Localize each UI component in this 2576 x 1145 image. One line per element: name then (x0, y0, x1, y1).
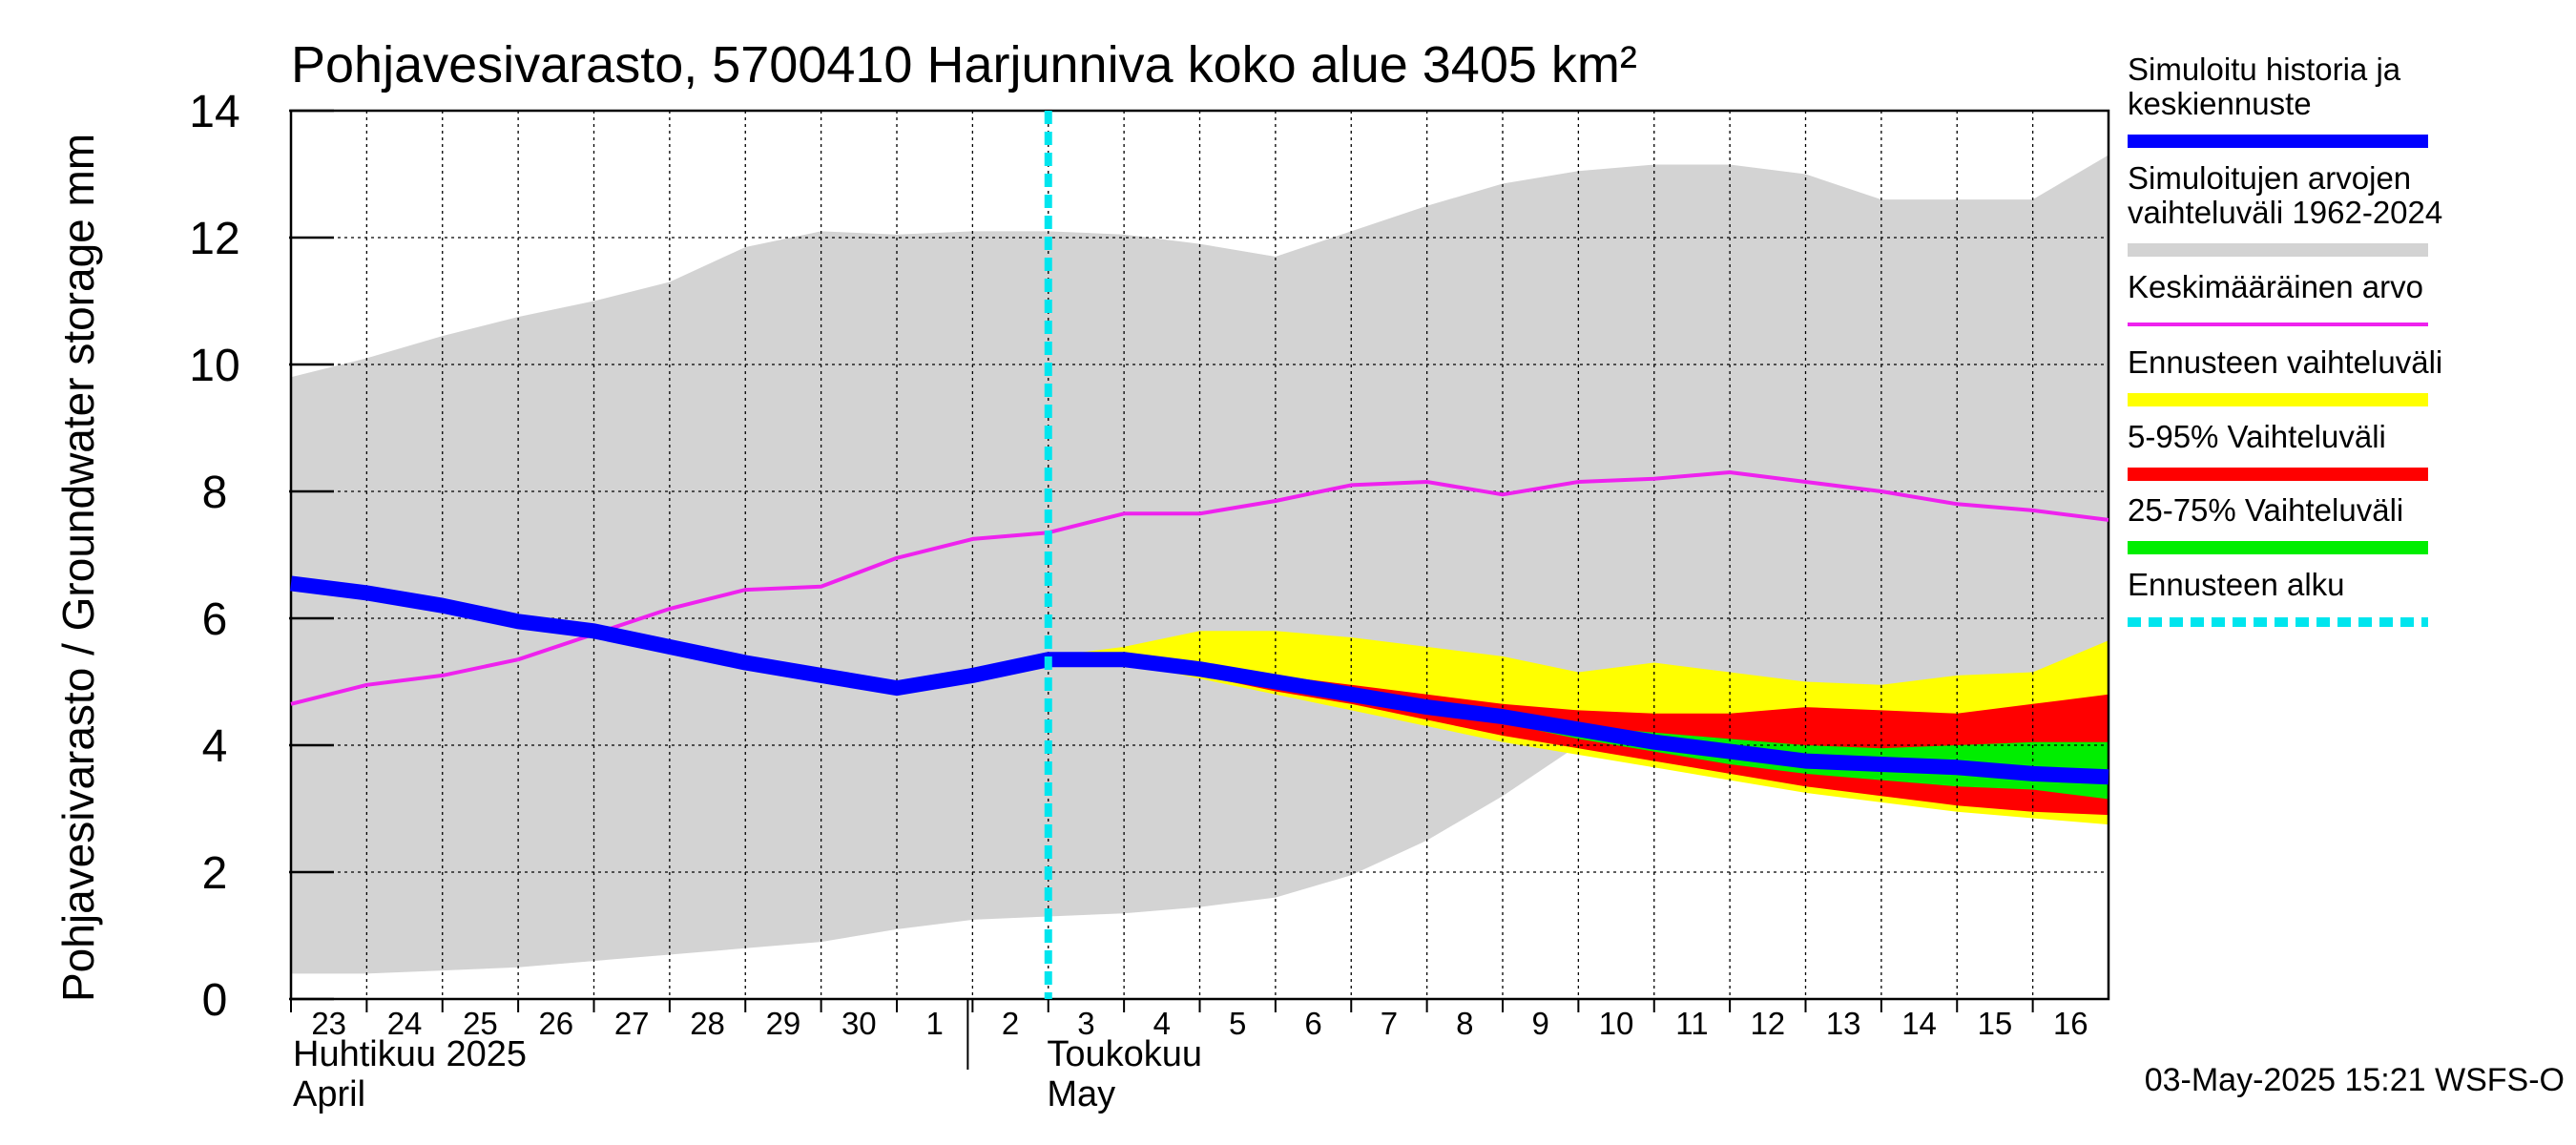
x-tick-label: 29 (766, 1006, 801, 1041)
legend-label-forecast-start: Ennusteen alku (2128, 567, 2345, 602)
x-tick-label: 1 (926, 1006, 944, 1041)
legend-label-simulated: Simuloitu historia ja (2128, 52, 2401, 87)
x-tick-label: 28 (690, 1006, 725, 1041)
x-tick-label: 26 (538, 1006, 573, 1041)
y-tick-label: 2 (202, 848, 228, 899)
month-label: Toukokuu (1047, 1034, 1202, 1074)
y-tick-label: 4 (202, 721, 228, 772)
x-tick-label: 4 (1153, 1006, 1171, 1041)
legend-label-simulated: keskiennuste (2128, 86, 2312, 121)
x-tick-label: 15 (1978, 1006, 2013, 1041)
x-tick-label: 30 (841, 1006, 877, 1041)
footer-timestamp: 03-May-2025 15:21 WSFS-O (2145, 1062, 2565, 1098)
month-label-en: May (1047, 1074, 1115, 1114)
x-tick-label: 8 (1456, 1006, 1473, 1041)
legend-label-p25-75: 25-75% Vaihteluväli (2128, 492, 2403, 528)
x-tick-label: 23 (311, 1006, 346, 1041)
series-line-simulated (290, 575, 2109, 785)
y-tick-label: 10 (189, 341, 239, 391)
legend-label-mean: Keskimääräinen arvo (2128, 269, 2423, 304)
x-tick-label: 5 (1229, 1006, 1246, 1041)
legend-label-p5-95: 5-95% Vaihteluväli (2128, 419, 2386, 454)
legend-label-forecast-range: Ennusteen vaihteluväli (2128, 344, 2442, 380)
x-tick-label: 16 (2053, 1006, 2088, 1041)
x-tick-label: 3 (1077, 1006, 1094, 1041)
chart-title: Pohjavesivarasto, 5700410 Harjunniva kok… (291, 36, 1637, 94)
legend-label-hist-range: vaihteluväli 1962-2024 (2128, 195, 2442, 230)
x-tick-label: 6 (1304, 1006, 1321, 1041)
x-tick-label: 14 (1901, 1006, 1937, 1041)
x-tick-label: 7 (1381, 1006, 1398, 1041)
y-tick-label: 14 (189, 87, 239, 137)
legend-label-hist-range: Simuloitujen arvojen (2128, 160, 2411, 196)
x-tick-label: 12 (1750, 1006, 1785, 1041)
y-tick-label: 6 (202, 594, 228, 645)
x-tick-label: 10 (1599, 1006, 1634, 1041)
y-tick-label: 8 (202, 468, 228, 518)
y-tick-label: 12 (189, 214, 239, 264)
x-tick-label: 24 (387, 1006, 423, 1041)
x-tick-label: 25 (463, 1006, 498, 1041)
y-axis-label: Pohjavesivarasto / Groundwater storage m… (53, 134, 103, 1002)
x-tick-label: 9 (1532, 1006, 1549, 1041)
x-tick-label: 13 (1826, 1006, 1861, 1041)
month-label: Huhtikuu 2025 (293, 1034, 527, 1074)
x-tick-label: 27 (614, 1006, 650, 1041)
month-label-en: April (293, 1074, 365, 1114)
x-tick-label: 2 (1002, 1006, 1019, 1041)
y-tick-label: 0 (202, 975, 228, 1026)
x-tick-label: 11 (1675, 1006, 1708, 1041)
